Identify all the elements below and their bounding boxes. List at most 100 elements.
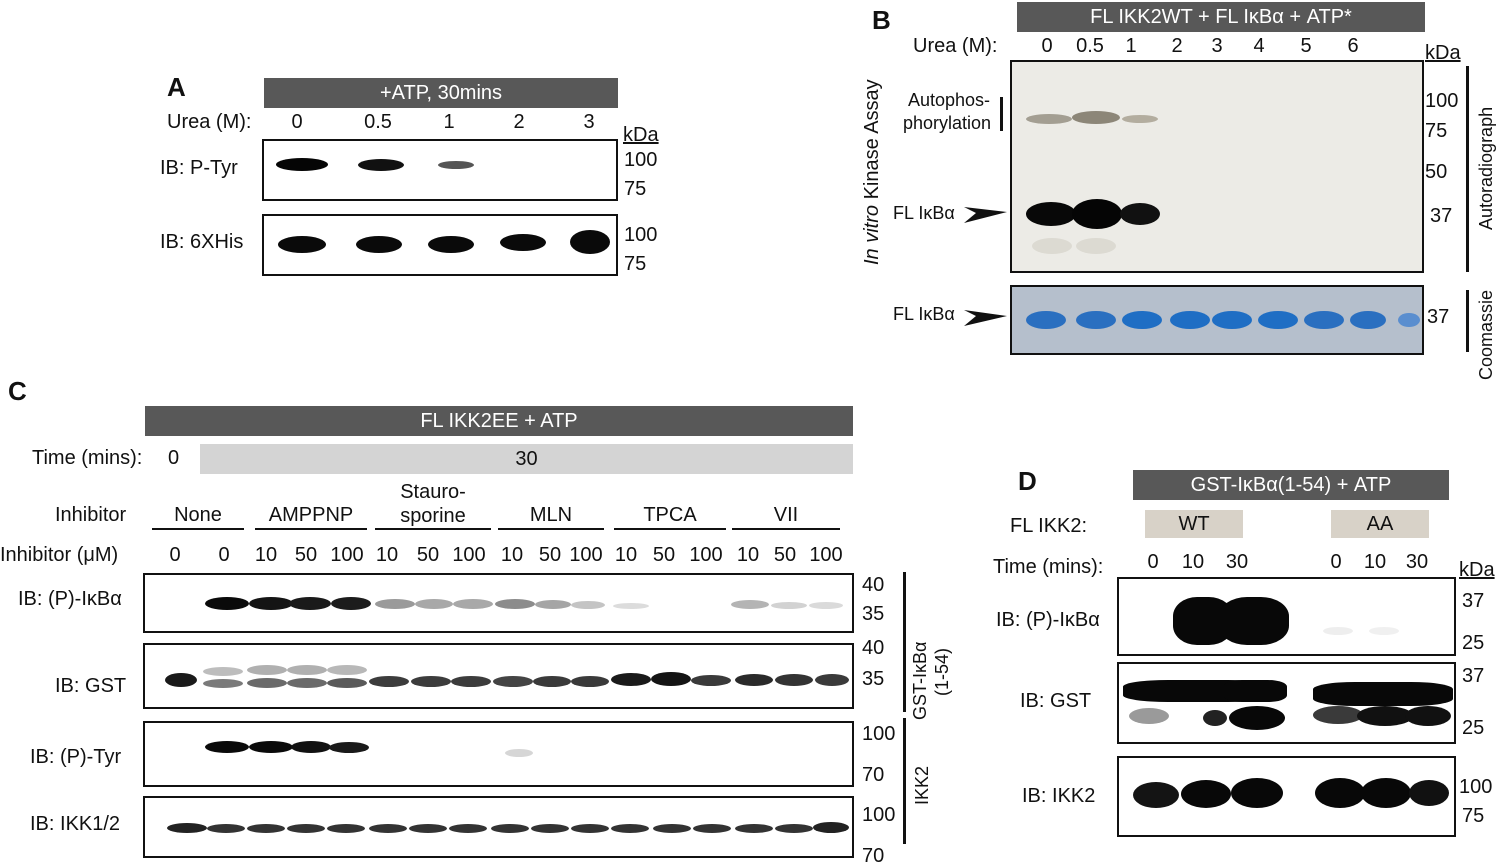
band (693, 824, 731, 833)
panel-c-group-tpca: TPCA (643, 504, 697, 526)
panel-d-kda: kDa (1459, 559, 1495, 581)
panel-b-coomassie-bracket (1466, 290, 1469, 352)
band (735, 674, 773, 686)
band (611, 824, 649, 833)
band (1357, 706, 1413, 726)
band (1350, 311, 1386, 329)
panel-a-marker-75: 75 (624, 178, 647, 200)
panel-c-group-none: None (174, 504, 222, 526)
band (571, 601, 605, 609)
panel-c-concentration-1: 0 (218, 544, 230, 566)
panel-c-label: C (8, 376, 27, 406)
panel-c-concentration-14: 10 (736, 544, 760, 566)
panel-d-marker-25: 25 (1462, 632, 1485, 654)
panel-d-header: GST-IκBα(1-54) + ATP (1133, 470, 1449, 500)
panel-a-blot-6xhis (262, 214, 618, 276)
panel-d-blot-ikk2 (1117, 756, 1456, 837)
band (287, 678, 327, 688)
panel-c-underline (152, 528, 244, 530)
panel-c-concentration-12: 50 (652, 544, 676, 566)
band (1231, 778, 1283, 808)
panel-c-underline (375, 528, 491, 530)
band (1072, 111, 1120, 124)
panel-a-marker-100b: 100 (624, 224, 658, 246)
band (369, 676, 409, 687)
panel-b-autophos-label-2: phorylation (903, 113, 992, 133)
band (1181, 780, 1231, 808)
panel-c-concentration-8: 10 (500, 544, 524, 566)
panel-c-concentration-7: 100 (452, 544, 486, 566)
band (1398, 313, 1420, 327)
band (449, 824, 487, 833)
band (1212, 311, 1252, 329)
panel-c-concentration-3: 50 (294, 544, 318, 566)
panel-d-blot-label-gst: IB: GST (1020, 690, 1092, 712)
panel-d-time-0: 0 (1147, 551, 1159, 573)
panel-a-blot-label-6xhis: IB: 6XHis (160, 231, 244, 253)
panel-c-group-mln: MLN (529, 504, 573, 526)
panel-a-lane-0: 0 (291, 111, 303, 133)
panel-b-autophos-bracket (1000, 97, 1003, 131)
panel-c-marker-35b: 35 (862, 668, 885, 690)
panel-b-label: B (872, 5, 891, 35)
panel-c-blot-p-ikba (143, 573, 854, 633)
panel-b-coomassie-arrow-icon (964, 310, 1007, 326)
band (771, 602, 807, 609)
band (205, 597, 249, 610)
band (411, 676, 451, 687)
band (249, 741, 293, 753)
band (500, 234, 546, 251)
panel-d-marker-37: 37 (1462, 590, 1485, 612)
band (1409, 780, 1449, 806)
band (409, 824, 447, 833)
band (1122, 311, 1162, 329)
band (1313, 706, 1363, 724)
panel-b-marker-37: 37 (1430, 205, 1453, 227)
panel-d-time-2: 30 (1225, 551, 1249, 573)
panel-c-time-zero: 0 (168, 447, 180, 469)
band (570, 230, 610, 254)
band (1219, 597, 1289, 645)
panel-b-kda: kDa (1425, 42, 1461, 64)
band (203, 679, 243, 688)
panel-d-marker-100: 100 (1459, 776, 1493, 798)
band (1361, 778, 1411, 808)
band (613, 603, 649, 609)
band (1032, 238, 1072, 254)
panel-b-urea-label: Urea (M): (913, 35, 998, 57)
band (1258, 311, 1298, 329)
band (1026, 114, 1072, 124)
panel-b-autoradiograph-bracket (1466, 66, 1469, 272)
panel-b-lane-1: 0.5 (1076, 35, 1104, 57)
band (329, 742, 369, 753)
band (691, 675, 731, 686)
panel-b-marker-50: 50 (1425, 161, 1448, 183)
panel-c-concentration-5: 10 (375, 544, 399, 566)
panel-c-underline (255, 528, 367, 530)
panel-d-blot-label-p-ikba: IB: (P)-IκBα (996, 609, 1100, 631)
panel-c-bracket-ikk2-label: IKK2 (912, 765, 932, 805)
band (571, 676, 609, 687)
panel-c-concentration-9: 50 (538, 544, 562, 566)
band (453, 599, 493, 609)
panel-d-time-4: 10 (1363, 551, 1387, 573)
panel-b-marker-75: 75 (1425, 120, 1448, 142)
band (289, 597, 331, 610)
band (247, 665, 287, 675)
panel-d-ikk2-label: FL IKK2: (1010, 515, 1088, 537)
panel-c-marker-40b: 40 (862, 637, 885, 659)
panel-a-label: A (167, 72, 186, 102)
panel-b-autoradiograph-blot (1010, 60, 1424, 273)
panel-c-concentration-6: 50 (416, 544, 440, 566)
band (327, 665, 367, 675)
panel-b-substrate-arrow-icon (964, 207, 1007, 223)
band (1072, 199, 1122, 229)
panel-c-concentration-2: 10 (254, 544, 278, 566)
band (535, 600, 571, 609)
band (731, 600, 769, 609)
panel-c-header: FL IKK2EE + ATP (145, 406, 853, 436)
band (451, 676, 491, 687)
panel-c-bracket-gst-label-2: (1-54) (932, 647, 952, 696)
band (815, 674, 849, 686)
panel-d-time-3: 0 (1330, 551, 1342, 573)
